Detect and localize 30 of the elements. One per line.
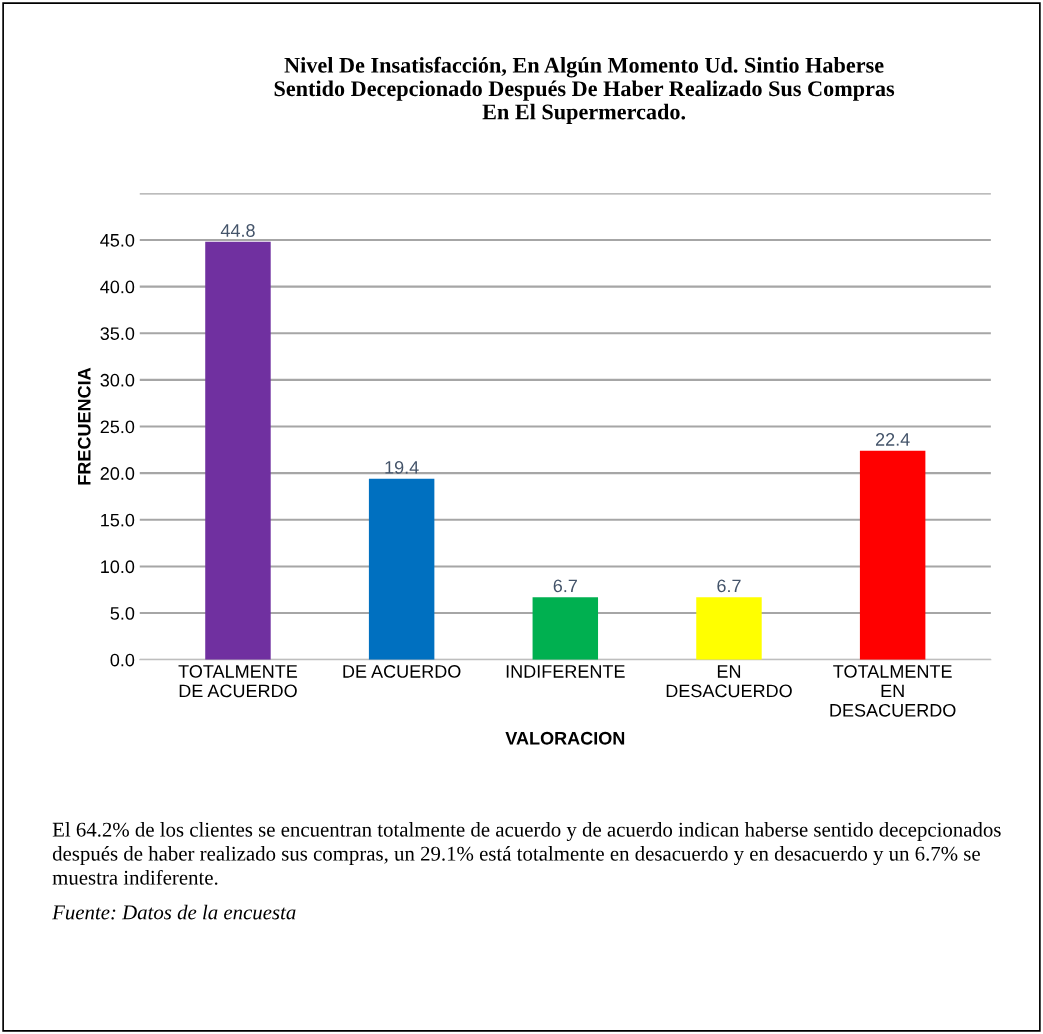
x-tick-label: TOTALMENTE DE ACUERDO	[178, 665, 298, 698]
data-label: 19.4	[385, 461, 419, 474]
text: El 64.2% de los clientes se encuentran totalmente de acuerdo y de acuerdo indican haberse sentido decepcionados después de haber realizado sus compras, un 29.1% está totalmente en desacuerdo y en desacuerdo y un 6.7% se muestra indiferente.	[52, 822, 1001, 885]
x-tick-label: INDIFERENTE	[506, 665, 625, 678]
y-tick-label: 0.0	[110, 653, 135, 667]
bar	[532, 597, 599, 660]
chart-title: Nivel De Insatisfacción, En Algún Momento Ud. Sintio Haberse Sentido Decepcionado Después De Haber Realizado Sus Compras En El Supermercado.	[274, 56, 895, 124]
data-label: 6.7	[717, 579, 741, 593]
y-tick-label: 15.0	[101, 513, 135, 527]
y-tick-label: 30.0	[100, 373, 135, 387]
x-tick-label: DE ACUERDO	[343, 665, 461, 678]
y-tick-label: 25.0	[100, 420, 135, 434]
bar	[368, 478, 435, 660]
y-tick-label: 45.0	[100, 233, 135, 247]
x-axis-title: VALORACION	[505, 731, 625, 745]
data-label: 6.7	[553, 579, 577, 593]
x-tick-label: EN DESACUERDO	[666, 665, 792, 698]
y-tick-label: 5.0	[110, 606, 135, 620]
y-axis-title: FRECUENCIA	[77, 367, 91, 485]
x-tick-label: TOTALMENTE EN DESACUERDO	[830, 665, 956, 717]
y-tick-label: 40.0	[100, 280, 135, 294]
source-note: Fuente: Datos de la encuesta	[52, 904, 296, 920]
bar	[696, 597, 762, 660]
bar	[205, 241, 271, 660]
bar	[859, 450, 926, 660]
y-tick-label: 35.0	[100, 327, 135, 340]
y-tick-label: 10.0	[101, 560, 135, 574]
data-label: 44.8	[220, 224, 255, 237]
y-tick-label: 20.0	[100, 467, 135, 480]
data-label: 22.4	[875, 433, 910, 446]
